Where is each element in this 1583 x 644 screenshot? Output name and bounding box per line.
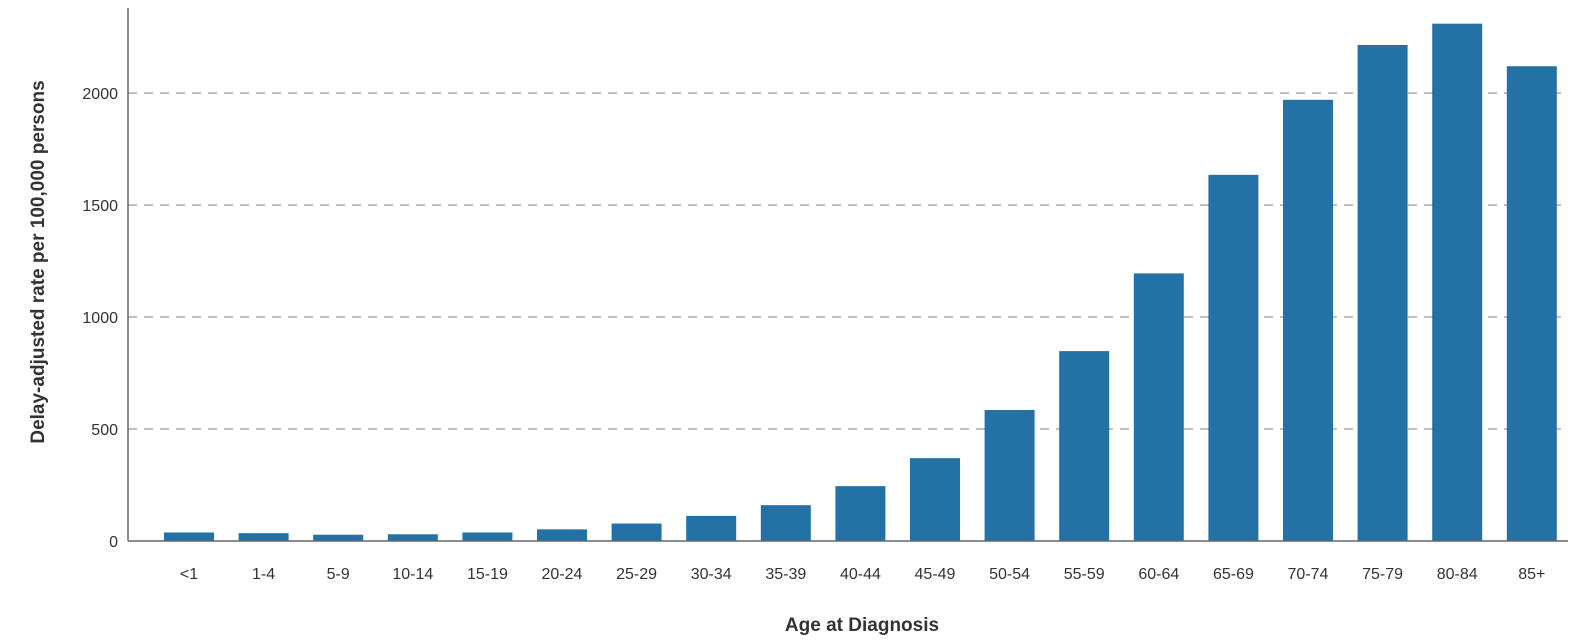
- x-tick-label: 40-44: [840, 566, 881, 583]
- y-tick-label: 1000: [82, 310, 118, 327]
- bar-15-19: [462, 532, 512, 541]
- x-tick-label: 1-4: [252, 566, 275, 583]
- bar-30-34: [686, 516, 736, 541]
- x-tick-label: 35-39: [765, 566, 806, 583]
- bar-75-79: [1358, 45, 1408, 541]
- bar-45-49: [910, 458, 960, 541]
- x-tick-label: 10-14: [392, 566, 433, 583]
- bar-5-9: [313, 535, 363, 541]
- bar-20-24: [537, 529, 587, 541]
- x-axis-title: Age at Diagnosis: [785, 615, 939, 636]
- x-tick-label: 20-24: [542, 566, 583, 583]
- bar-60-64: [1134, 273, 1184, 541]
- bar-70-74: [1283, 100, 1333, 541]
- y-tick-label: 500: [91, 422, 118, 439]
- x-tick-label: 45-49: [915, 566, 956, 583]
- y-tick-label: 1500: [82, 198, 118, 215]
- x-tick-label: <1: [180, 566, 198, 583]
- x-tick-label: 55-59: [1064, 566, 1105, 583]
- x-tick-label: 50-54: [989, 566, 1030, 583]
- bar-10-14: [388, 534, 438, 541]
- bar-35-39: [761, 505, 811, 541]
- bar-85+: [1507, 66, 1557, 541]
- x-tick-label: 60-64: [1138, 566, 1179, 583]
- x-tick-label: 75-79: [1362, 566, 1403, 583]
- bar-<1: [164, 532, 214, 541]
- y-tick-labels: 0 500 1000 1500 2000: [82, 86, 118, 551]
- bar-80-84: [1432, 24, 1482, 541]
- bar-1-4: [239, 533, 289, 541]
- gridlines: [128, 93, 1568, 429]
- bar-55-59: [1059, 351, 1109, 541]
- x-tick-label: 85+: [1518, 566, 1545, 583]
- bar-25-29: [612, 524, 662, 541]
- axes: [128, 8, 1568, 541]
- x-tick-label: 25-29: [616, 566, 657, 583]
- x-tick-labels: <1 1-4 5-9 10-14 15-19 20-24 25-29 30-34 35-39 40…: [180, 566, 1545, 583]
- x-tick-label: 70-74: [1288, 566, 1329, 583]
- bar-50-54: [985, 410, 1035, 541]
- y-axis-title: Delay-adjusted rate per 100,000 persons: [28, 80, 49, 443]
- x-tick-label: 80-84: [1437, 566, 1478, 583]
- bar-65-69: [1208, 175, 1258, 541]
- x-tick-label: 5-9: [327, 566, 350, 583]
- x-tick-label: 30-34: [691, 566, 732, 583]
- y-tick-label: 2000: [82, 86, 118, 103]
- bar-40-44: [835, 486, 885, 541]
- bars: [164, 24, 1557, 541]
- x-tick-label: 15-19: [467, 566, 508, 583]
- x-tick-label: 65-69: [1213, 566, 1254, 583]
- y-tick-label: 0: [109, 534, 118, 551]
